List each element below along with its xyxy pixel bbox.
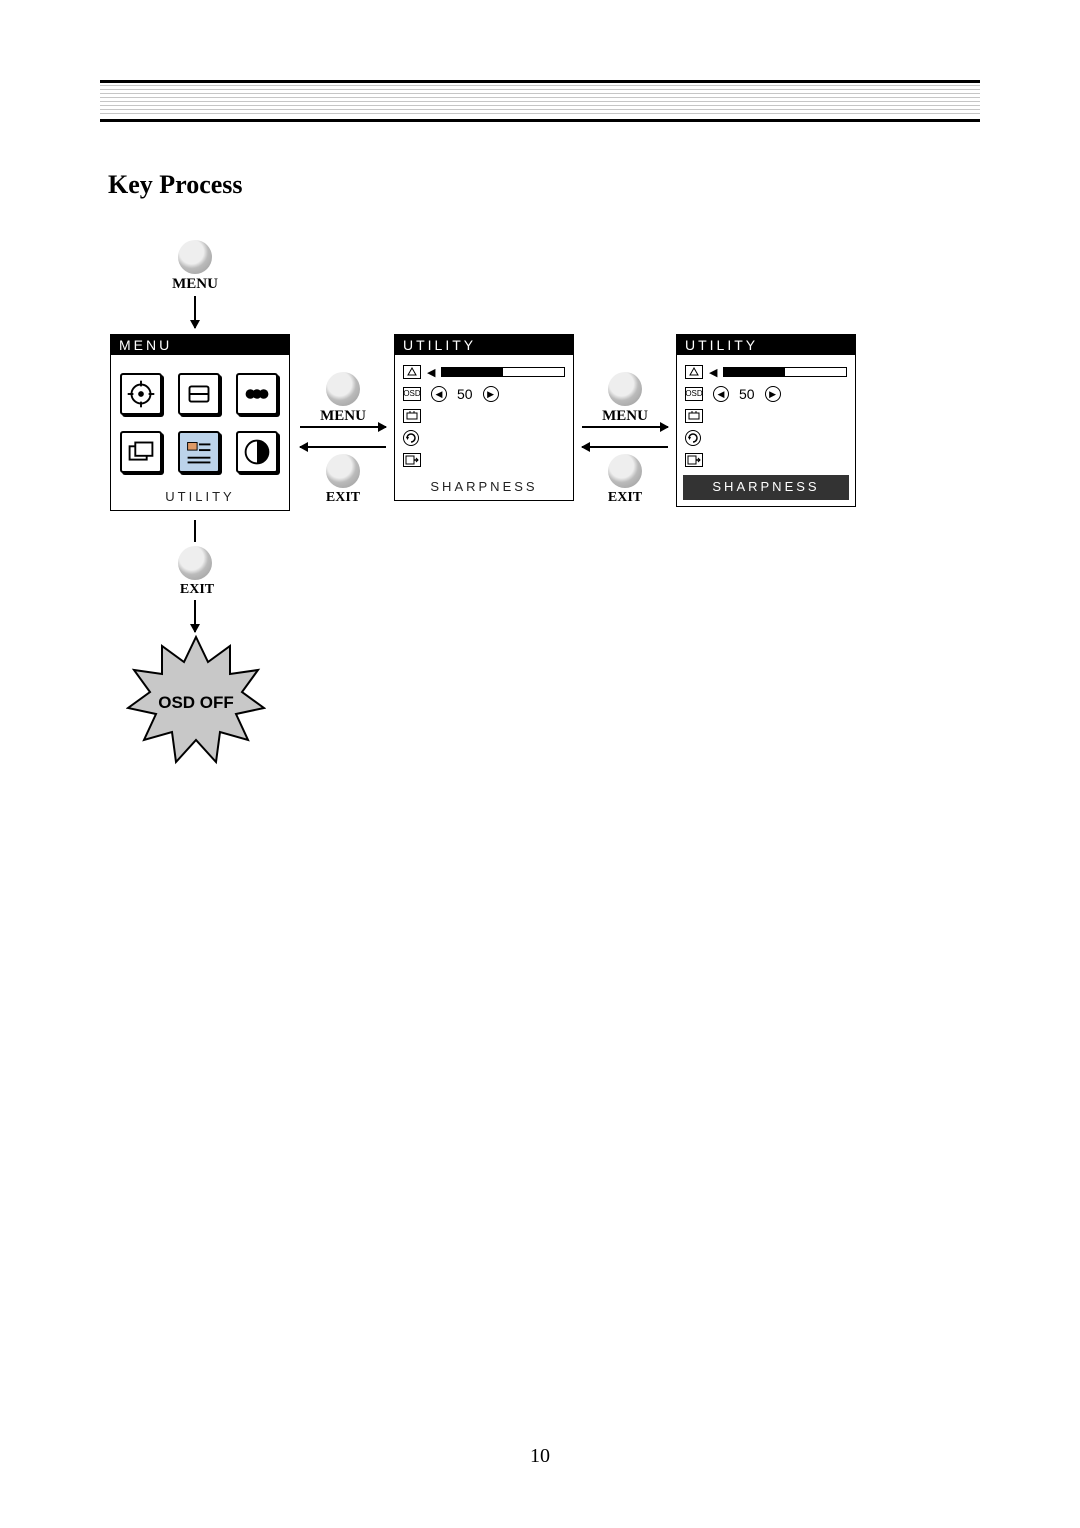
- menu-icon-grid: [111, 355, 289, 485]
- util2-icon-exit: [685, 453, 703, 467]
- exit-button-mid1: [326, 454, 360, 488]
- menu-button-mid2: [608, 372, 642, 406]
- inc-button: ▶: [483, 386, 499, 402]
- utility-osd-footer-selected: SHARPNESS: [683, 475, 849, 500]
- util-value: 50: [457, 386, 473, 402]
- arrow-left-1: [300, 446, 386, 448]
- page-number: 10: [0, 1445, 1080, 1468]
- arrow-menu-to-panel: [194, 296, 196, 328]
- exit-button-mid2: [608, 454, 642, 488]
- line-panel-to-exit: [194, 520, 196, 542]
- util-icon-exit: [403, 453, 421, 467]
- key-process-diagram: MENU MENU: [100, 230, 980, 790]
- dec-button-2: ◀: [713, 386, 729, 402]
- inc-button-2: ▶: [765, 386, 781, 402]
- utility-osd-panel-selected: UTILITY ◀ OSD ◀ 50 ▶ SHARPNESS: [676, 334, 856, 507]
- arrow-left-2: [582, 446, 668, 448]
- util-icon-brightness: [403, 365, 421, 379]
- exit-button-mid2-label: EXIT: [600, 490, 650, 506]
- utility-osd-title-2: UTILITY: [677, 335, 855, 355]
- menu-icon-5-selected: [178, 431, 220, 473]
- util-bar: [441, 367, 565, 377]
- menu-icon-1: [120, 373, 162, 415]
- menu-button-mid1: [326, 372, 360, 406]
- menu-icon-4: [120, 431, 162, 473]
- exit-button-mid1-label: EXIT: [318, 490, 368, 506]
- util2-icon-brightness: [685, 365, 703, 379]
- menu-osd-footer: UTILITY: [111, 485, 289, 510]
- arrow-exit-to-osdoff: [194, 600, 196, 632]
- menu-button-mid1-label: MENU: [313, 408, 373, 425]
- arrow-right-1: [300, 426, 386, 428]
- util2-left-marker: ◀: [709, 366, 717, 379]
- menu-icon-3: [236, 373, 278, 415]
- menu-button-icon: [178, 240, 212, 274]
- dec-button: ◀: [431, 386, 447, 402]
- menu-button-label: MENU: [164, 276, 226, 293]
- utility-osd-panel: UTILITY ◀ OSD ◀ 50 ▶: [394, 334, 574, 501]
- arrow-right-2: [582, 426, 668, 428]
- header-rule-top: [100, 80, 980, 83]
- util2-icon-osd: OSD: [685, 387, 703, 401]
- util2-value: 50: [739, 386, 755, 402]
- utility-osd-footer: SHARPNESS: [395, 475, 573, 500]
- util2-bar: [723, 367, 847, 377]
- header-rule-bottom: [100, 119, 980, 122]
- osd-off-text: OSD OFF: [158, 693, 234, 712]
- menu-icon-6: [236, 431, 278, 473]
- util2-icon-rotate: [685, 430, 701, 446]
- util-icon-size: [403, 409, 421, 423]
- util-icon-rotate: [403, 430, 419, 446]
- osd-off-starburst: OSD OFF: [126, 632, 266, 772]
- section-heading: Key Process: [108, 170, 980, 200]
- exit-button-bottom: [178, 546, 212, 580]
- header-dotted-band: [100, 85, 980, 117]
- exit-button-bottom-label: EXIT: [172, 582, 222, 598]
- util-icon-osd: OSD: [403, 387, 421, 401]
- menu-icon-2: [178, 373, 220, 415]
- util2-icon-size: [685, 409, 703, 423]
- util-left-marker: ◀: [427, 366, 435, 379]
- menu-button-mid2-label: MENU: [595, 408, 655, 425]
- menu-osd-title: MENU: [111, 335, 289, 355]
- menu-osd-panel: MENU U: [110, 334, 290, 511]
- utility-osd-title: UTILITY: [395, 335, 573, 355]
